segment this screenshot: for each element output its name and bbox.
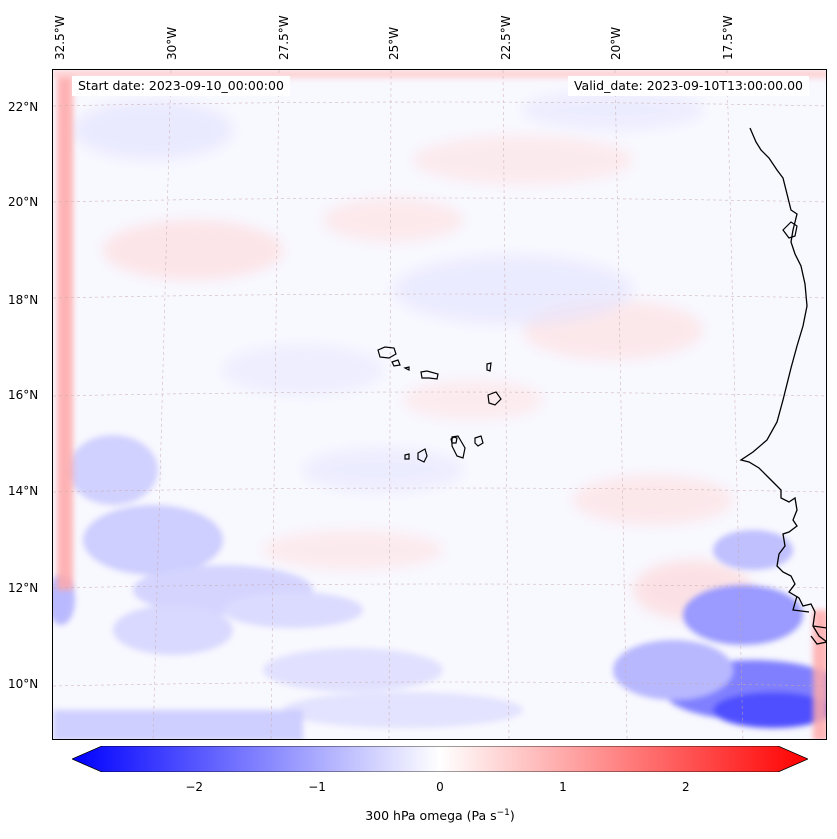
omega-field [53, 70, 826, 739]
africa-coastline [739, 127, 826, 645]
colorbar-tick-label: −2 [185, 780, 204, 794]
colorbar-tick-label: 1 [559, 780, 567, 794]
latitude-label: 12°N [8, 581, 39, 595]
map-panel [52, 69, 827, 740]
longitude-label: 22.5°W [499, 15, 513, 60]
colorbar-tick-label: −1 [308, 780, 326, 794]
latitude-label: 22°N [8, 100, 39, 114]
longitude-label: 32.5°W [53, 15, 67, 60]
valid-date-label: Valid_date: 2023-09-10T13:00:00.00 [567, 76, 809, 96]
cape-verde-islands [377, 346, 502, 463]
latitude-label: 16°N [8, 388, 39, 402]
latitude-label: 10°N [8, 677, 39, 691]
start-date-label: Start date: 2023-09-10_00:00:00 [72, 76, 290, 96]
colorbar-tick-label: 2 [681, 780, 690, 794]
longitude-label: 20°W [609, 26, 623, 60]
longitude-label: 30°W [165, 26, 179, 60]
longitude-label: 17.5°W [721, 15, 735, 60]
longitude-label: 25°W [387, 26, 401, 60]
latitude-label: 20°N [8, 195, 39, 209]
longitude-label: 27.5°W [277, 15, 291, 60]
colorbar [72, 746, 808, 772]
colorbar-label: 300 hPa omega (Pa s−1) [365, 808, 515, 824]
latitude-label: 18°N [8, 293, 39, 307]
colorbar-tick-label: 0 [436, 780, 444, 794]
latitude-label: 14°N [8, 484, 39, 498]
